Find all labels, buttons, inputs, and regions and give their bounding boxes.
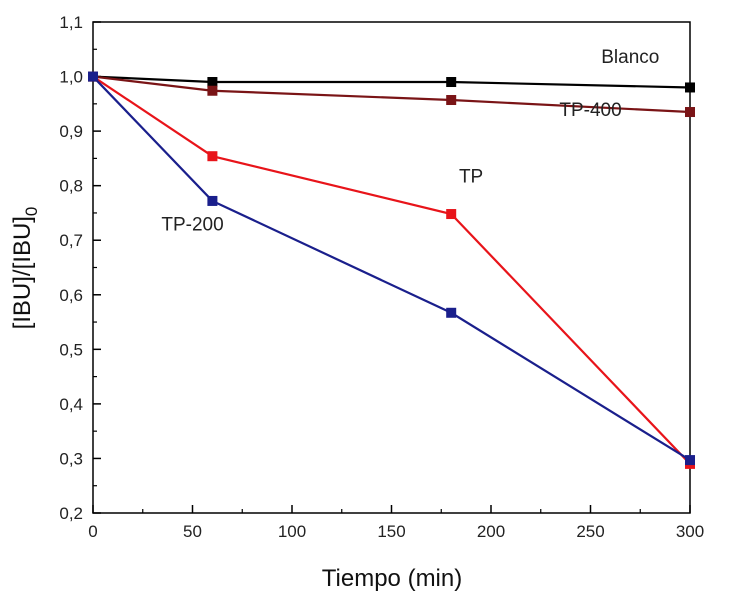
y-tick-label: 0,6 [59,286,83,305]
series-points [88,71,695,469]
y-tick-label: 0,7 [59,231,83,250]
data-point-tp [446,209,457,220]
data-point-blanco [207,77,218,88]
y-tick-label: 0,9 [59,122,83,141]
y-tick-label: 0,2 [59,504,83,523]
data-point-tp [207,151,218,162]
series-line-tp [92,75,691,465]
data-point-blanco [685,82,695,93]
data-point-tp-400 [207,85,218,96]
series-labels: Blanco TP-400 TP TP-200 [161,47,659,235]
y-axis-title-subscript: 0 [22,207,41,216]
x-tick-label: 200 [477,522,505,541]
data-point-tp-200 [88,71,98,82]
x-tick-label: 300 [676,522,704,541]
data-point-tp-200 [685,455,695,466]
plot-frame [92,21,691,514]
x-tick-label: 100 [278,522,306,541]
y-axis-title: [IBU]/[IBU]0 [9,207,41,330]
y-tick-label: 1,1 [59,13,83,32]
data-point-blanco [446,77,457,88]
series-label-tp-400: TP-400 [559,100,621,121]
y-tick-label: 0,5 [59,340,83,359]
y-tick-label: 1,0 [59,68,83,87]
y-tick-label: 0,8 [59,177,83,196]
axis-ticks [92,21,691,514]
x-tick-label: 50 [183,522,202,541]
y-tick-label: 0,3 [59,449,83,468]
series-lines [92,75,691,465]
data-point-tp-400 [446,95,457,106]
series-label-tp-200: TP-200 [161,214,223,235]
data-point-tp-200 [207,195,218,206]
series-line-blanco [92,75,691,89]
series-label-blanco: Blanco [601,47,659,68]
x-tick-label: 150 [377,522,405,541]
axis-tick-labels: 0 50 100 150 200 250 300 0,2 0,3 0,4 0,5 0,6 0,7 0,8 0… [59,13,704,541]
x-tick-label: 0 [88,522,97,541]
series-line-tp-400 [92,75,691,114]
series-label-tp: TP [459,166,483,187]
series-line-tp-200 [92,75,691,462]
x-tick-label: 250 [576,522,604,541]
x-axis-title: Tiempo (min) [322,565,462,592]
y-axis-title-main: [IBU]/[IBU] [9,216,36,329]
y-tick-label: 0,4 [59,395,83,414]
data-point-tp-400 [685,107,695,118]
data-point-tp-200 [446,307,457,318]
